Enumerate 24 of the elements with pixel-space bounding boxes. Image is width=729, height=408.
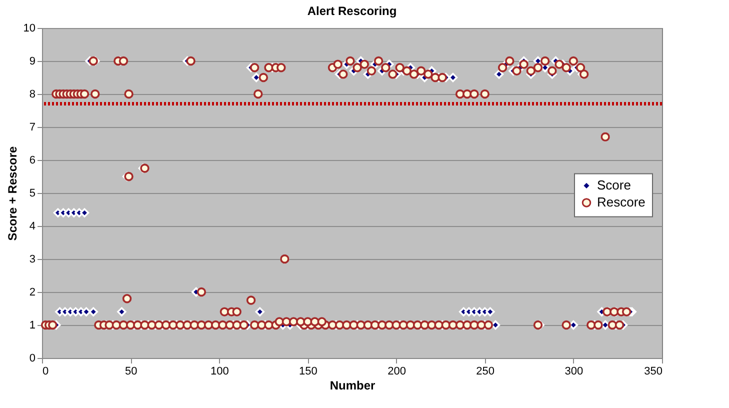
y-tick-label: 2: [29, 286, 36, 298]
y-tick-label: 6: [29, 154, 36, 166]
y-tick-label: 7: [29, 122, 36, 134]
y-tick-label: 0: [29, 352, 36, 364]
x-tick-label: 200: [388, 366, 406, 378]
x-tick-label: 50: [124, 366, 138, 378]
chart-title: Alert Rescoring: [307, 4, 397, 18]
y-tick-label: 9: [29, 56, 36, 68]
x-tick-label: 100: [210, 366, 229, 378]
y-tick-label: 10: [23, 22, 36, 34]
x-tick-label: 300: [564, 366, 584, 378]
legend-label: Score: [597, 178, 631, 193]
x-tick-label: 350: [644, 366, 662, 378]
y-tick-label: 1: [29, 320, 36, 332]
x-tick-label: 250: [476, 366, 495, 378]
y-tick-label: 3: [29, 254, 36, 266]
x-tick-label: 150: [299, 366, 318, 378]
legend-label: Rescore: [597, 194, 646, 210]
y-axis-title: Score + Rescore: [5, 146, 20, 241]
x-axis-title: Number: [330, 378, 376, 392]
x-tick-label: 0: [42, 366, 49, 378]
y-tick-label: 4: [29, 220, 36, 232]
y-tick-label: 5: [29, 188, 36, 200]
y-tick-label: 8: [29, 88, 36, 100]
